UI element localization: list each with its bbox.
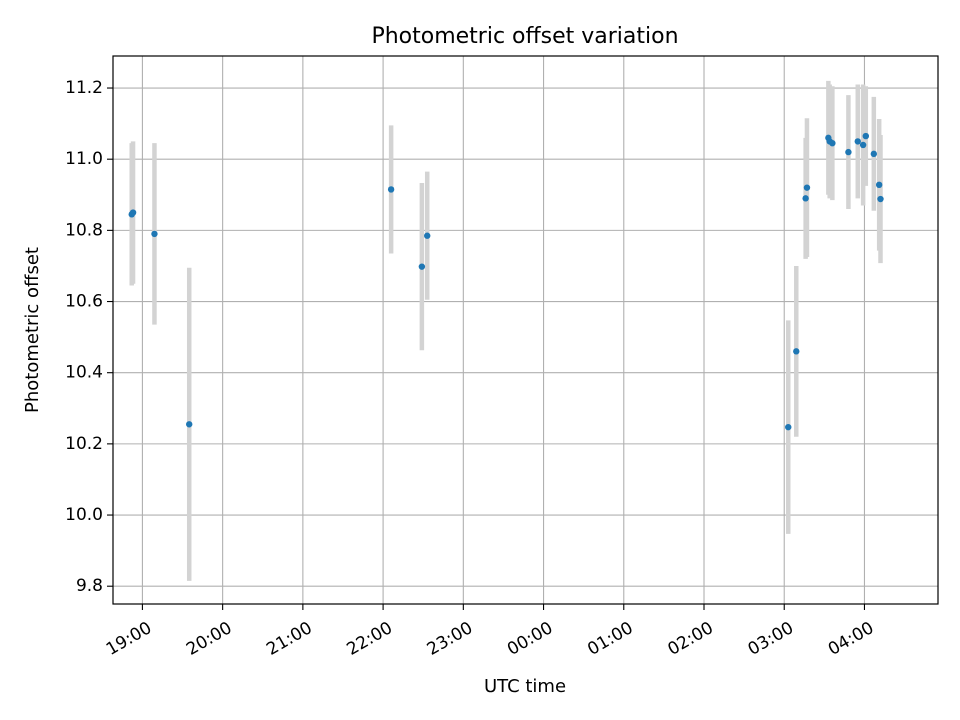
data-point: [802, 195, 809, 202]
data-point: [418, 263, 426, 270]
chart-title: Photometric offset variation: [371, 24, 678, 49]
data-points: [128, 132, 884, 431]
y-tick-label: 11.0: [65, 149, 103, 169]
data-point: [845, 148, 852, 156]
y-tick-label: 10.6: [65, 292, 103, 312]
plot-frame: [112, 55, 939, 605]
data-point: [829, 139, 836, 147]
y-tick-label: 11.2: [65, 78, 103, 98]
grid: [113, 56, 938, 604]
y-tick-label: 10.2: [65, 434, 103, 454]
x-axis-label: UTC time: [484, 676, 566, 697]
data-point: [862, 132, 869, 140]
data-point: [387, 186, 395, 193]
y-tick-label: 9.8: [76, 576, 103, 596]
data-point: [854, 138, 861, 145]
data-point: [186, 421, 193, 428]
data-point: [793, 348, 800, 355]
data-point: [129, 209, 137, 216]
y-tick-label: 10.4: [65, 363, 103, 383]
data-point: [424, 232, 431, 239]
data-point: [151, 230, 158, 238]
data-point: [875, 181, 883, 189]
data-point: [870, 150, 878, 158]
data-point: [877, 195, 884, 203]
data-point: [859, 141, 867, 149]
y-axis-label: Photometric offset: [22, 247, 43, 413]
data-point: [785, 423, 792, 431]
data-point: [803, 184, 811, 191]
y-tick-label: 10.0: [65, 505, 103, 525]
y-tick-label: 10.8: [65, 220, 103, 240]
